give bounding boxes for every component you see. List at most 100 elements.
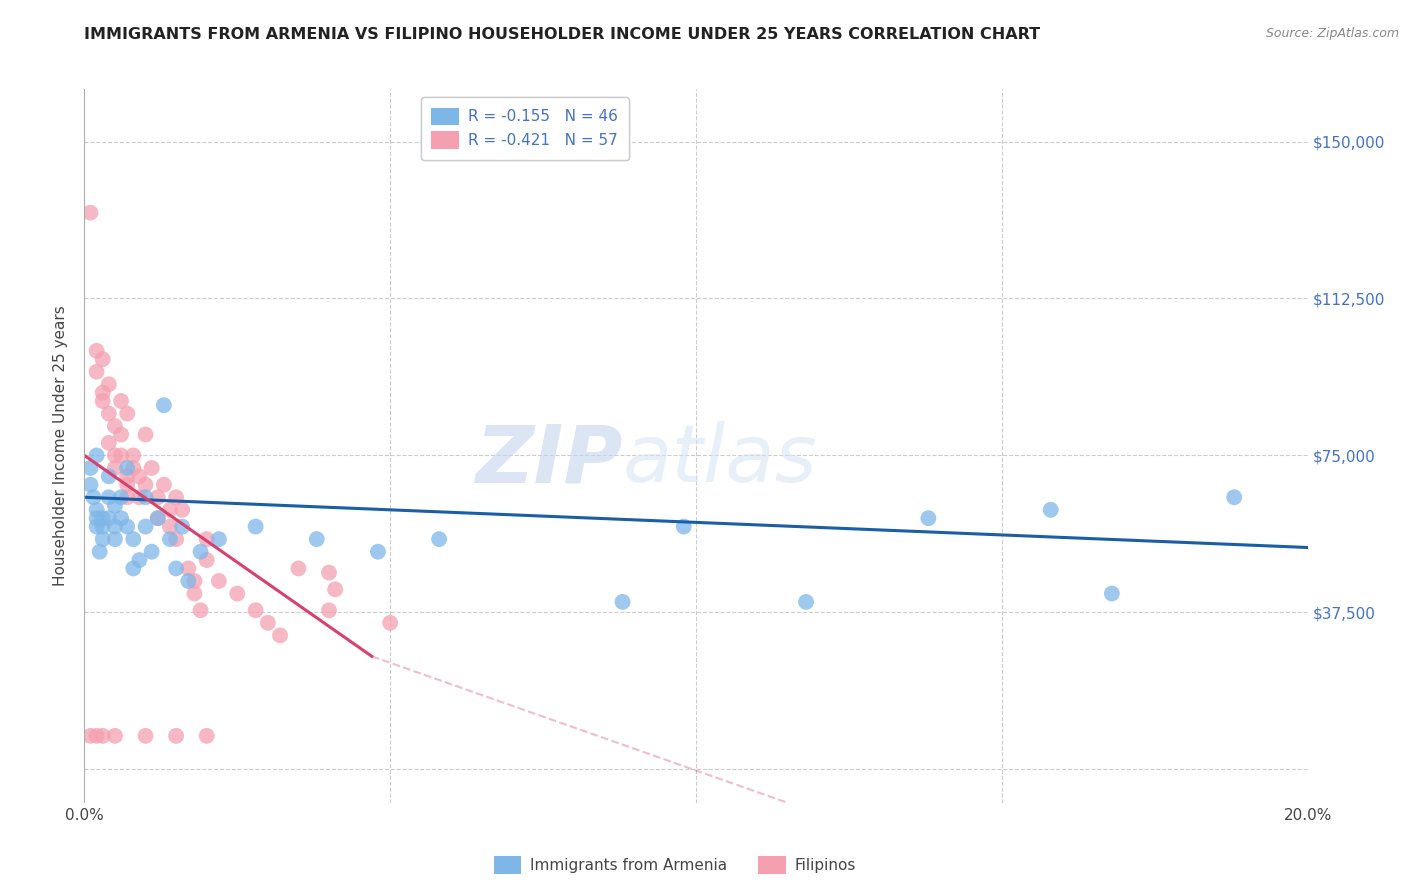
- Point: [135, 519, 157, 533]
- Point: [110, 427, 132, 442]
- Point: [159, 532, 181, 546]
- Point: [91, 511, 114, 525]
- Point: [257, 615, 280, 630]
- Point: [128, 490, 150, 504]
- Point: [165, 532, 187, 546]
- Point: [165, 561, 187, 575]
- Point: [122, 532, 145, 546]
- Point: [146, 490, 169, 504]
- Point: [97, 469, 120, 483]
- Point: [195, 553, 218, 567]
- Point: [91, 352, 114, 367]
- Point: [380, 615, 402, 630]
- Point: [318, 603, 340, 617]
- Point: [269, 628, 291, 642]
- Point: [245, 519, 267, 533]
- Point: [323, 582, 346, 597]
- Point: [115, 519, 138, 533]
- Point: [110, 511, 132, 525]
- Point: [672, 519, 695, 533]
- Point: [146, 511, 169, 525]
- Point: [141, 461, 163, 475]
- Point: [86, 365, 108, 379]
- Point: [110, 394, 132, 409]
- Point: [104, 499, 127, 513]
- Point: [97, 407, 120, 421]
- Point: [86, 503, 108, 517]
- Point: [917, 511, 939, 525]
- Point: [86, 729, 108, 743]
- Point: [79, 461, 101, 475]
- Point: [122, 461, 145, 475]
- Point: [135, 729, 157, 743]
- Point: [794, 595, 817, 609]
- Point: [172, 519, 194, 533]
- Point: [122, 561, 145, 575]
- Point: [97, 511, 120, 525]
- Point: [612, 595, 634, 609]
- Point: [91, 385, 114, 400]
- Point: [104, 419, 127, 434]
- Point: [195, 532, 218, 546]
- Point: [1223, 490, 1246, 504]
- Point: [91, 532, 114, 546]
- Point: [91, 394, 114, 409]
- Point: [172, 503, 194, 517]
- Point: [190, 544, 212, 558]
- Point: [177, 561, 200, 575]
- Point: [104, 461, 127, 475]
- Point: [97, 435, 120, 450]
- Point: [165, 490, 187, 504]
- Point: [159, 519, 181, 533]
- Point: [86, 511, 108, 525]
- Point: [115, 461, 138, 475]
- Point: [110, 490, 132, 504]
- Point: [141, 544, 163, 558]
- Point: [1039, 503, 1062, 517]
- Text: IMMIGRANTS FROM ARMENIA VS FILIPINO HOUSEHOLDER INCOME UNDER 25 YEARS CORRELATIO: IMMIGRANTS FROM ARMENIA VS FILIPINO HOUS…: [84, 27, 1040, 42]
- Point: [287, 561, 309, 575]
- Point: [305, 532, 328, 546]
- Point: [128, 553, 150, 567]
- Text: ZIP: ZIP: [475, 421, 623, 500]
- Point: [208, 532, 231, 546]
- Point: [183, 574, 205, 588]
- Point: [122, 449, 145, 463]
- Point: [79, 729, 101, 743]
- Point: [177, 574, 200, 588]
- Point: [97, 377, 120, 392]
- Point: [195, 729, 218, 743]
- Point: [86, 519, 108, 533]
- Point: [165, 729, 187, 743]
- Point: [104, 449, 127, 463]
- Point: [427, 532, 450, 546]
- Point: [115, 469, 138, 483]
- Point: [104, 532, 127, 546]
- Point: [135, 477, 157, 491]
- Legend: Immigrants from Armenia, Filipinos: Immigrants from Armenia, Filipinos: [488, 850, 862, 880]
- Text: Source: ZipAtlas.com: Source: ZipAtlas.com: [1265, 27, 1399, 40]
- Point: [115, 407, 138, 421]
- Point: [104, 519, 127, 533]
- Point: [86, 449, 108, 463]
- Point: [153, 398, 176, 412]
- Point: [208, 574, 231, 588]
- Point: [104, 729, 127, 743]
- Point: [115, 490, 138, 504]
- Point: [128, 469, 150, 483]
- Point: [79, 205, 101, 219]
- Point: [79, 477, 101, 491]
- Y-axis label: Householder Income Under 25 years: Householder Income Under 25 years: [53, 306, 69, 586]
- Point: [245, 603, 267, 617]
- Point: [83, 490, 105, 504]
- Point: [318, 566, 340, 580]
- Point: [135, 490, 157, 504]
- Point: [135, 427, 157, 442]
- Text: atlas: atlas: [623, 421, 817, 500]
- Point: [110, 449, 132, 463]
- Point: [159, 503, 181, 517]
- Point: [367, 544, 389, 558]
- Point: [91, 519, 114, 533]
- Legend: R = -0.155   N = 46, R = -0.421   N = 57: R = -0.155 N = 46, R = -0.421 N = 57: [420, 97, 628, 160]
- Point: [1101, 586, 1123, 600]
